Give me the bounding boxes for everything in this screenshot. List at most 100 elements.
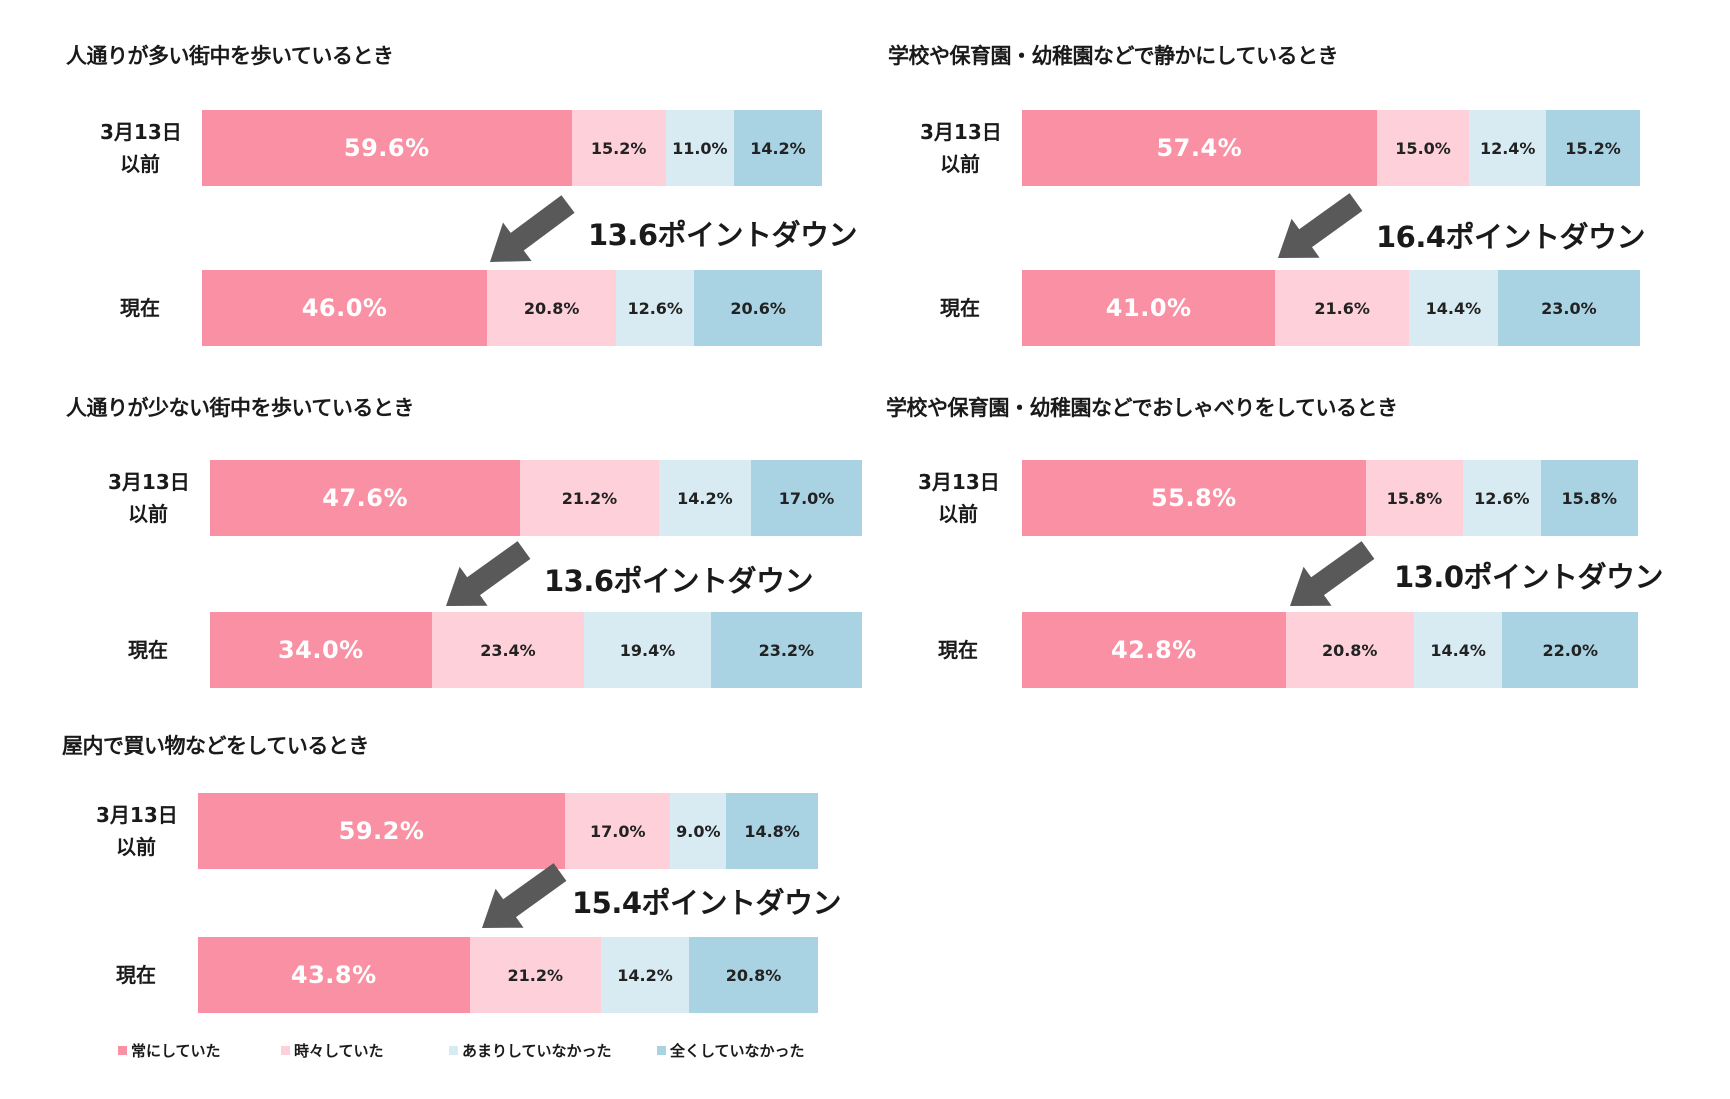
bar-before: 57.4% 15.0% 12.4% 15.2% — [1022, 110, 1640, 186]
row-label-before: 3月13日以前 — [918, 466, 1000, 530]
bar-segment-never: 15.8% — [1540, 460, 1638, 536]
chart-title: 学校や保育園・幼稚園などで静かにしているとき — [888, 44, 1338, 68]
bar-segment-never: 17.0% — [751, 460, 862, 536]
down-arrow-icon — [446, 541, 531, 606]
legend-swatch-rarely — [449, 1046, 458, 1055]
row-label-before-date: 3月13日 — [918, 470, 1000, 494]
bar-segment-rarely: 14.4% — [1408, 270, 1498, 346]
bar-segment-sometimes: 15.8% — [1365, 460, 1464, 536]
row-label-before-suffix: 以前 — [940, 152, 980, 176]
row-label-now: 現在 — [938, 638, 978, 662]
bar-segment-never: 14.8% — [726, 793, 818, 869]
bar-segment-sometimes: 23.4% — [431, 612, 585, 688]
point-drop-annotation: 13.6ポイントダウン — [544, 564, 814, 598]
bar-segment-always: 42.8% — [1022, 612, 1286, 688]
bar-segment-always: 41.0% — [1022, 270, 1276, 346]
bar-segment-always: 34.0% — [210, 612, 432, 688]
legend-item-sometimes: 時々していた — [281, 1040, 384, 1061]
bar-segment-always: 55.8% — [1022, 460, 1366, 536]
bar-before: 59.2% 17.0% 9.0% 14.8% — [198, 793, 818, 869]
legend-item-always: 常にしていた — [118, 1040, 221, 1061]
bar-segment-sometimes: 21.6% — [1275, 270, 1409, 346]
bar-segment-never: 22.0% — [1502, 612, 1638, 688]
down-arrow-shape — [1290, 541, 1375, 606]
row-label-before-suffix: 以前 — [938, 502, 978, 526]
row-label-now: 現在 — [120, 296, 160, 320]
bar-segment-rarely: 14.2% — [600, 937, 690, 1013]
bar-segment-sometimes: 21.2% — [520, 460, 659, 536]
legend-label-rarely: あまりしていなかった — [462, 1042, 612, 1060]
bar-segment-always: 46.0% — [202, 270, 488, 346]
bar-segment-never: 15.2% — [1546, 110, 1640, 186]
legend-swatch-sometimes — [281, 1046, 290, 1055]
row-label-before-date: 3月13日 — [920, 120, 1002, 144]
row-label-before-date: 3月13日 — [100, 120, 182, 144]
row-label-before-suffix: 以前 — [120, 152, 160, 176]
bar-segment-sometimes: 15.2% — [571, 110, 666, 186]
bar-before: 55.8% 15.8% 12.6% 15.8% — [1022, 460, 1638, 536]
chart-title: 人通りが少ない街中を歩いているとき — [66, 396, 414, 420]
bar-segment-never: 20.8% — [689, 937, 818, 1013]
down-arrow-icon — [1290, 541, 1375, 606]
bar-segment-rarely: 12.6% — [616, 270, 695, 346]
point-drop-annotation: 15.4ポイントダウン — [572, 886, 842, 920]
bar-segment-never: 23.2% — [710, 612, 862, 688]
bar-segment-sometimes: 21.2% — [469, 937, 601, 1013]
row-label-before-date: 3月13日 — [108, 470, 190, 494]
legend-swatch-always — [118, 1046, 127, 1055]
bar-segment-rarely: 12.4% — [1469, 110, 1547, 186]
bar-before: 59.6% 15.2% 11.0% 14.2% — [202, 110, 822, 186]
legend-label-always: 常にしていた — [131, 1042, 221, 1060]
bar-segment-never: 20.6% — [694, 270, 822, 346]
bar-segment-never: 23.0% — [1497, 270, 1640, 346]
bar-segment-rarely: 14.4% — [1413, 612, 1503, 688]
bar-before: 47.6% 21.2% 14.2% 17.0% — [210, 460, 862, 536]
row-label-before: 3月13日以前 — [100, 116, 182, 180]
legend-label-never: 全くしていなかった — [670, 1042, 805, 1060]
legend: 常にしていた 時々していた あまりしていなかった 全くしていなかった — [118, 1040, 838, 1062]
chart-title: 学校や保育園・幼稚園などでおしゃべりをしているとき — [886, 396, 1398, 420]
down-arrow-icon — [482, 863, 567, 928]
bar-now: 42.8% 20.8% 14.4% 22.0% — [1022, 612, 1638, 688]
down-arrow-shape — [490, 195, 575, 262]
legend-item-rarely: あまりしていなかった — [449, 1040, 612, 1061]
row-label-before-suffix: 以前 — [128, 502, 168, 526]
bar-segment-always: 47.6% — [210, 460, 521, 536]
row-label-now: 現在 — [116, 963, 156, 987]
bar-segment-never: 14.2% — [733, 110, 822, 186]
bar-segment-sometimes: 20.8% — [1285, 612, 1414, 688]
row-label-now: 現在 — [940, 296, 980, 320]
legend-swatch-never — [657, 1046, 666, 1055]
down-arrow-icon — [490, 195, 575, 262]
bar-segment-rarely: 12.6% — [1463, 460, 1541, 536]
row-label-now: 現在 — [128, 638, 168, 662]
bar-now: 46.0% 20.8% 12.6% 20.6% — [202, 270, 822, 346]
bar-now: 41.0% 21.6% 14.4% 23.0% — [1022, 270, 1640, 346]
down-arrow-shape — [446, 541, 531, 606]
bar-segment-sometimes: 20.8% — [487, 270, 617, 346]
down-arrow-shape — [1278, 193, 1363, 258]
row-label-before-date: 3月13日 — [96, 803, 178, 827]
bar-segment-rarely: 19.4% — [584, 612, 711, 688]
point-drop-annotation: 16.4ポイントダウン — [1376, 220, 1646, 254]
chart-title: 人通りが多い街中を歩いているとき — [66, 44, 394, 68]
bar-segment-always: 59.6% — [202, 110, 572, 186]
chart-title: 屋内で買い物などをしているとき — [62, 734, 369, 758]
legend-item-never: 全くしていなかった — [657, 1040, 805, 1061]
bar-segment-rarely: 14.2% — [658, 460, 752, 536]
bar-segment-always: 57.4% — [1022, 110, 1377, 186]
bar-now: 43.8% 21.2% 14.2% 20.8% — [198, 937, 818, 1013]
down-arrow-icon — [1278, 193, 1363, 258]
bar-segment-always: 59.2% — [198, 793, 566, 869]
row-label-before: 3月13日以前 — [920, 116, 1002, 180]
row-label-before-suffix: 以前 — [116, 835, 156, 859]
row-label-before: 3月13日以前 — [96, 799, 178, 863]
point-drop-annotation: 13.6ポイントダウン — [588, 218, 858, 252]
bar-segment-always: 43.8% — [198, 937, 470, 1013]
bar-now: 34.0% 23.4% 19.4% 23.2% — [210, 612, 862, 688]
row-label-before: 3月13日以前 — [108, 466, 190, 530]
bar-segment-sometimes: 15.0% — [1376, 110, 1470, 186]
bar-segment-rarely: 9.0% — [670, 793, 727, 869]
bar-segment-sometimes: 17.0% — [565, 793, 671, 869]
legend-label-sometimes: 時々していた — [294, 1042, 384, 1060]
